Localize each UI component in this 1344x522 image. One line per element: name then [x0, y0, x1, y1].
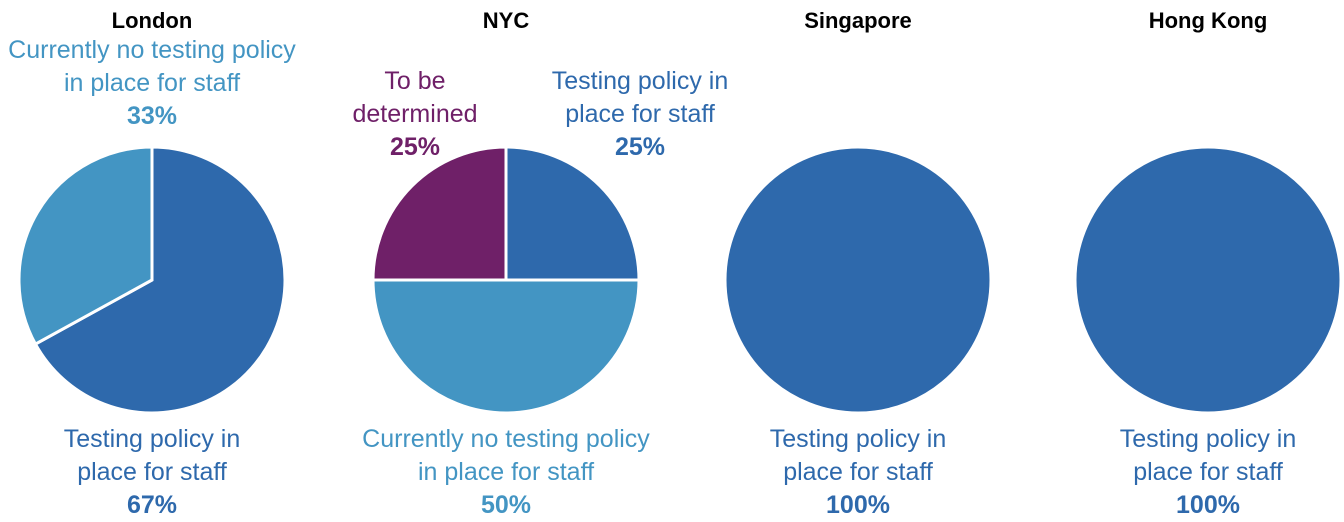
value-label: 25%	[389, 133, 441, 161]
pie-slice	[1073, 145, 1343, 415]
category-label: Currently no testing policy in place for…	[8, 36, 296, 97]
slice-label: To be determined 25%	[340, 65, 490, 164]
category-label: Currently no testing policy in place for…	[362, 425, 650, 486]
slice-label: Testing policy in place for staff 100%	[743, 423, 973, 522]
pie-title: NYC	[482, 8, 530, 33]
pie-title: London	[111, 8, 193, 33]
slice-label: Testing policy in place for staff 67%	[37, 423, 267, 522]
slice-label: Currently no testing policy in place for…	[361, 423, 651, 522]
category-label: Testing policy in place for staff	[551, 67, 729, 128]
value-label: 100%	[826, 491, 890, 519]
value-label: 50%	[480, 491, 532, 519]
pie-title: Singapore	[804, 8, 912, 33]
category-label: To be determined	[352, 67, 478, 128]
slice-label: Testing policy in place for staff 25%	[530, 65, 750, 164]
pie-slice	[504, 145, 641, 282]
slice-label: Testing policy in place for staff 100%	[1093, 423, 1323, 522]
value-label: 25%	[614, 133, 666, 161]
category-label: Testing policy in place for staff	[769, 425, 947, 486]
value-label: 33%	[126, 102, 178, 130]
pie-title: Hong Kong	[1148, 8, 1268, 33]
category-label: Testing policy in place for staff	[1119, 425, 1297, 486]
pie-slice	[371, 145, 508, 282]
value-label: 67%	[126, 491, 178, 519]
pie-slice	[371, 278, 641, 415]
pie-slice	[33, 145, 287, 415]
slice-label: Currently no testing policy in place for…	[7, 34, 297, 133]
value-label: 100%	[1176, 491, 1240, 519]
pie-slice	[17, 145, 154, 347]
category-label: Testing policy in place for staff	[63, 425, 241, 486]
pie-slice	[723, 145, 993, 415]
